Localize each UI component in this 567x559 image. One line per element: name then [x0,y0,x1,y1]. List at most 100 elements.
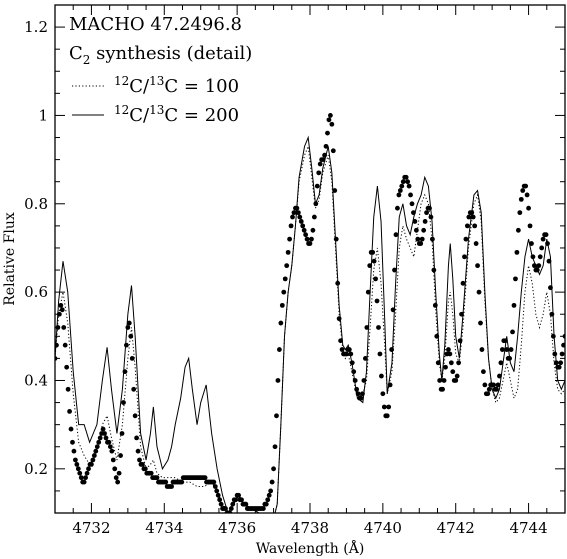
observed-point [265,497,271,503]
observed-points [55,113,565,513]
observed-point [454,373,460,379]
observed-point [131,386,137,392]
observed-point [498,360,504,366]
legend-label-100: 12C/13C = 100 [114,74,239,97]
observed-point [309,236,314,242]
observed-point [215,492,221,498]
observed-point [376,325,381,330]
observed-point [447,351,453,357]
observed-point [464,223,470,229]
observed-point [399,183,405,189]
observed-point [348,351,354,357]
observed-point [529,241,534,246]
observed-point [377,351,383,357]
observed-point [502,338,508,344]
observed-point [290,214,295,220]
observed-point [202,475,208,481]
observed-point [431,267,437,273]
observed-point [102,431,107,436]
observed-point [154,475,160,481]
observed-point [354,386,360,392]
observed-point [83,475,88,481]
observed-point [119,431,125,436]
observed-point [110,457,116,463]
observed-point [56,311,62,317]
observed-point [381,404,387,410]
observed-point [413,227,419,233]
observed-point [100,426,106,432]
series-line-ratio-200 [55,135,565,513]
observed-point [128,333,134,339]
observed-point [326,117,332,123]
observed-point [169,484,174,489]
observed-point [424,210,429,216]
observed-point [233,497,239,503]
observed-point [314,183,320,189]
observed-point [552,351,558,357]
observed-point [373,276,378,282]
observed-point [365,289,371,295]
series-layer [55,135,565,513]
observed-point [330,148,336,154]
chart-title-line1: MACHO 47.2496.8 [69,14,242,35]
observed-point [508,347,514,352]
observed-point [271,466,276,472]
observed-point [284,263,290,269]
observed-point [526,205,531,211]
observed-point [339,347,345,352]
observed-point [214,488,220,494]
observed-point [349,360,355,366]
observed-point [374,298,380,304]
observed-point [510,329,515,335]
observed-point [300,223,306,229]
observed-point [561,342,565,348]
observed-point [543,232,549,238]
observed-point [227,510,233,513]
observed-point [335,280,341,286]
observed-point [408,192,413,198]
observed-point [301,227,307,233]
observed-point [427,205,432,211]
observed-point [459,311,464,317]
observed-point [419,236,425,242]
observed-point [486,386,492,392]
observed-point [179,479,185,485]
observed-point [494,386,499,392]
observed-point [311,214,317,220]
x-axis-label: Wavelength (Å) [256,539,365,557]
observed-point [479,347,485,352]
observed-point [73,457,78,463]
legend-label-200: 12C/13C = 200 [114,103,239,126]
observed-point [313,201,319,207]
observed-point [103,435,109,441]
observed-point [230,501,236,507]
observed-point [462,254,467,260]
observed-point [291,210,297,216]
observed-point [124,342,129,348]
observed-point [457,338,463,344]
observed-point [534,267,540,273]
observed-point [434,333,440,339]
observed-point [390,307,396,313]
chart-title-line2: C2 synthesis (detail) [69,43,252,67]
observed-point [55,325,61,330]
observed-point [113,475,119,481]
observed-point [140,462,145,467]
observed-point [473,241,479,246]
observed-point [523,183,529,189]
x-tick-label: 4732 [72,519,110,537]
observed-point [78,475,84,481]
observed-point [323,143,329,149]
observed-point [295,210,301,216]
observed-point [332,188,338,193]
observed-point [406,183,412,189]
observed-point [294,205,300,211]
observed-point [211,479,217,485]
observed-point [456,360,462,366]
observed-point [316,170,322,176]
observed-point [400,179,406,185]
observed-point [97,435,103,441]
observed-point [432,302,438,308]
observed-point [497,373,502,379]
observed-point [450,369,456,375]
